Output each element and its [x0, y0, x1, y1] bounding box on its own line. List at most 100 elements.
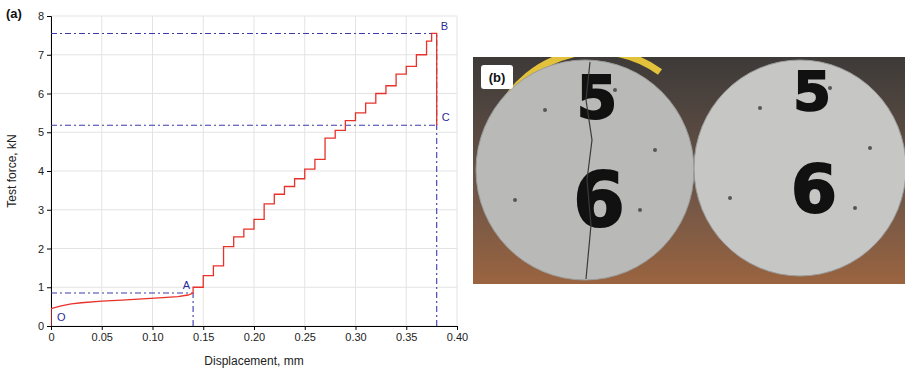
- annotation: A: [183, 279, 191, 291]
- y-tick-label: 3: [38, 204, 44, 216]
- y-tick-mark: [47, 326, 51, 327]
- grid: [51, 16, 457, 326]
- y-tick: 3: [38, 204, 51, 216]
- panel-label: (a): [6, 6, 22, 21]
- guide-line: [193, 293, 194, 326]
- x-tick-label: 0.20: [244, 331, 265, 343]
- y-tick-mark: [47, 16, 51, 17]
- pore: [653, 148, 657, 152]
- y-tick-label: 5: [38, 126, 44, 138]
- y-tick: 1: [38, 281, 51, 293]
- pore: [758, 106, 762, 110]
- y-tick-label: 6: [38, 88, 44, 100]
- y-tick-label: 0: [38, 320, 44, 332]
- label-box: [481, 65, 513, 89]
- grid-line: [51, 132, 457, 133]
- specimen-mark: 5: [577, 64, 617, 132]
- pore: [868, 146, 872, 150]
- y-tick-mark: [47, 287, 51, 288]
- x-tick-label: 0.10: [142, 331, 163, 343]
- x-tick: 0.05: [92, 326, 113, 343]
- x-tick-mark: [457, 326, 458, 330]
- x-axis-title: Displacement, mm: [204, 354, 303, 368]
- x-tick-label: 0.30: [345, 331, 366, 343]
- x-tick-mark: [203, 326, 204, 330]
- x-tick-label: 0.35: [396, 331, 417, 343]
- pore: [638, 208, 642, 212]
- y-tick-mark: [47, 171, 51, 172]
- x-tick: 0.10: [142, 326, 163, 343]
- x-tick: 0.15: [193, 326, 214, 343]
- x-tick-mark: [153, 326, 154, 330]
- y-tick: 5: [38, 126, 51, 138]
- guide-line: [51, 293, 193, 294]
- photo-background: [473, 57, 905, 284]
- photo-label: (b): [481, 65, 513, 89]
- y-tick-mark: [47, 210, 51, 211]
- crack: [586, 62, 592, 279]
- x-tick-label: 0.15: [193, 331, 214, 343]
- x-tick-label: 0.25: [295, 331, 316, 343]
- x-axis-line: [52, 327, 458, 331]
- pore: [728, 196, 732, 200]
- pore: [853, 206, 857, 210]
- y-tick: 0: [38, 320, 51, 332]
- x-tick-label: 0: [48, 331, 54, 343]
- y-tick-label: 7: [38, 49, 44, 61]
- y-tick: 4: [38, 165, 51, 177]
- y-axis-line: [47, 17, 52, 327]
- y-tick: 2: [38, 243, 51, 255]
- y-tick-label: 8: [38, 10, 44, 22]
- x-tick-mark: [254, 326, 255, 330]
- grid-line: [51, 93, 457, 94]
- specimen-mark: 5: [793, 60, 831, 123]
- y-tick: 7: [38, 49, 51, 61]
- pore: [513, 198, 517, 202]
- specimen-mark: 6: [573, 157, 625, 243]
- x-tick-label: 0.05: [92, 331, 113, 343]
- x-tick-mark: [305, 326, 306, 330]
- guide-line: [51, 125, 437, 126]
- guide-line: [51, 33, 437, 34]
- x-tick-label: 0.40: [447, 331, 468, 343]
- y-tick-label: 2: [38, 243, 44, 255]
- x-tick: 0.20: [244, 326, 265, 343]
- pore: [543, 108, 547, 112]
- plot-marks: [51, 33, 437, 326]
- annotation: B: [441, 20, 448, 32]
- grid-line: [51, 54, 457, 55]
- x-tick-mark: [356, 326, 357, 330]
- y-tick-mark: [47, 132, 51, 133]
- grid-line: [51, 209, 457, 210]
- grid-line: [51, 171, 457, 172]
- y-tick-label: 4: [38, 165, 44, 177]
- curve: [51, 33, 437, 326]
- x-tick: 0.25: [295, 326, 316, 343]
- grid-line: [51, 248, 457, 249]
- x-tick-mark: [406, 326, 407, 330]
- x-tick: 0.30: [345, 326, 366, 343]
- y-tick-mark: [47, 55, 51, 56]
- y-axis-title: Test force, kN: [5, 134, 19, 207]
- y-tick-mark: [47, 249, 51, 250]
- x-tick: 0.40: [447, 326, 468, 343]
- x-tick-mark: [102, 326, 103, 330]
- x-tick: 0.35: [396, 326, 417, 343]
- specimen-mark: 6: [791, 151, 837, 228]
- grid-line: [51, 287, 457, 288]
- grid-line: [51, 16, 457, 17]
- specimen: [476, 60, 694, 280]
- figure: 0 0.05 0.10 0.15 0.20 0.25 0.30 0.35 0.40 0 1 2 3 4 5 6…: [0, 0, 907, 373]
- y-tick-mark: [47, 94, 51, 95]
- y-tick: 8: [38, 10, 51, 22]
- y-axis: 0 1 2 3 4 5 6 7 8: [38, 10, 52, 332]
- photo-panel: 5 6 5 6: [473, 57, 905, 284]
- annotation: O: [57, 311, 66, 323]
- y-tick: 6: [38, 88, 51, 100]
- x-axis: 0 0.05 0.10 0.15 0.20 0.25 0.30 0.35 0.40: [48, 326, 468, 343]
- x-tick: 0: [48, 326, 54, 343]
- panel-label: (b): [489, 70, 506, 85]
- y-tick-label: 1: [38, 281, 44, 293]
- specimen: [694, 60, 905, 276]
- annotation: C: [442, 111, 450, 123]
